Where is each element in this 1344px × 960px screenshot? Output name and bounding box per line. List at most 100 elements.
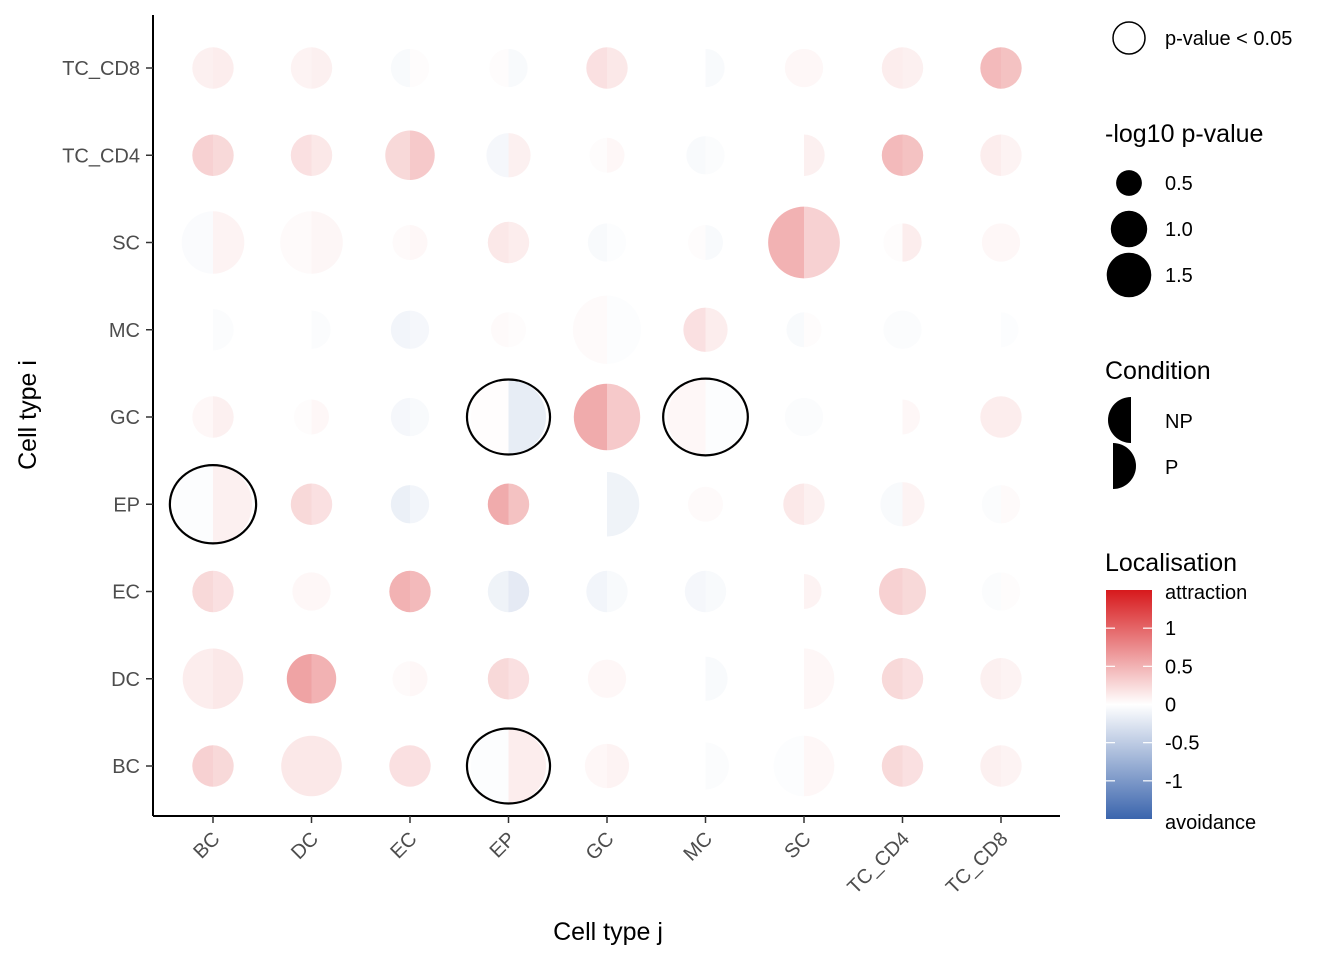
half-np	[487, 570, 509, 613]
half-p	[804, 397, 824, 437]
bubble-EC-MC	[684, 570, 727, 613]
half-np	[881, 658, 903, 700]
half-np	[883, 223, 903, 262]
significance-ring	[465, 378, 552, 456]
half-p	[1001, 223, 1021, 262]
half-np	[587, 223, 607, 262]
half-p	[410, 130, 435, 180]
half-np	[768, 206, 804, 279]
bubble-EP-EP	[487, 483, 530, 525]
bubble-MC-MC	[683, 307, 728, 352]
bubble-TC_CD8-TC_CD4	[881, 47, 924, 89]
half-p	[508, 570, 530, 613]
bubble-EC-EC	[389, 570, 431, 613]
half-np	[980, 658, 1001, 700]
bubble-EC-DC	[292, 572, 331, 611]
half-p	[705, 742, 729, 790]
y-tick-label-TC_CD8: TC_CD8	[62, 58, 140, 80]
half-p	[410, 570, 431, 613]
half-np	[686, 136, 706, 175]
bubble-BC-TC_CD4	[881, 745, 924, 787]
half-np	[292, 572, 312, 611]
x-tick-label-MC: MC	[679, 828, 717, 866]
half-p	[607, 137, 625, 173]
half-np	[390, 310, 410, 349]
half-p	[902, 399, 920, 435]
bubble-SC-EC	[392, 225, 428, 260]
significance-ring	[168, 464, 258, 545]
legend-size-title: -log10 p-value	[1105, 120, 1263, 148]
half-p	[213, 47, 234, 89]
bubble-TC_CD4-TC_CD4	[881, 134, 924, 176]
half-np	[880, 482, 903, 527]
legend-condition-np-label: NP	[1165, 411, 1193, 433]
half-np	[192, 47, 213, 89]
half-np	[883, 310, 903, 349]
bubble-GC-EP	[465, 378, 552, 456]
half-np	[688, 486, 706, 522]
half-p	[213, 570, 234, 613]
legend-color-tick-label: 1	[1165, 618, 1176, 640]
bubble-SC-DC	[280, 211, 343, 274]
half-np	[573, 383, 607, 451]
half-p	[508, 221, 530, 264]
legend-sig-circle	[1112, 21, 1146, 55]
half-p	[607, 570, 628, 613]
half-np	[281, 735, 312, 797]
half-np	[881, 134, 903, 176]
half-np	[586, 47, 607, 89]
half-p	[1001, 396, 1022, 438]
half-p	[804, 312, 822, 348]
half-np	[487, 483, 509, 525]
legend-size-dot-1.0	[1110, 210, 1148, 248]
bubble-GC-TC_CD8	[980, 396, 1022, 438]
half-p	[410, 310, 430, 349]
bubble-SC-SC	[768, 206, 840, 279]
half-np	[487, 658, 509, 700]
bubble-DC-TC_CD8	[980, 658, 1022, 700]
x-tick-label-TC_CD8: TC_CD8	[942, 828, 1013, 899]
half-p	[607, 223, 627, 262]
bubble-GC-MC	[662, 377, 749, 457]
y-axis-title: Cell type i	[14, 360, 42, 470]
half-p	[705, 656, 728, 701]
half-np	[181, 211, 213, 274]
legend-color-tick-label: -0.5	[1165, 733, 1199, 755]
legend: p-value < 0.05 -log10 p-value 0.5 1.0 1.…	[1105, 21, 1292, 834]
half-p	[607, 295, 642, 364]
x-ticks: BC DC EC EP GC MC SC TC_CD4 TC_CD8	[189, 816, 1013, 899]
bubble-GC-SC	[784, 397, 824, 437]
half-np	[881, 745, 903, 787]
bubble-EC-EP	[487, 570, 530, 613]
half-p	[902, 310, 922, 349]
half-np	[389, 570, 410, 613]
bubble-DC-GC	[587, 659, 627, 698]
half-p	[213, 211, 245, 274]
half-np	[182, 648, 213, 710]
half-p	[311, 47, 333, 89]
bubble-TC_CD8-GC	[586, 47, 628, 89]
bubble-SC-TC_CD4	[883, 223, 922, 262]
half-np	[290, 47, 312, 89]
half-p	[705, 225, 723, 260]
bubble-TC_CD8-MC	[705, 48, 725, 88]
half-np	[783, 483, 804, 525]
half-p	[213, 134, 234, 176]
half-np	[385, 130, 410, 180]
half-p	[410, 397, 430, 437]
bubble-EC-SC	[804, 574, 822, 609]
half-np	[192, 570, 213, 613]
half-np	[173, 465, 213, 544]
half-p	[1001, 134, 1022, 176]
half-np	[390, 397, 410, 437]
x-tick-label-EP: EP	[486, 828, 520, 862]
significance-ring	[465, 727, 552, 805]
y-tick-label-EP: EP	[113, 494, 140, 516]
half-np	[688, 225, 706, 260]
half-p	[1001, 658, 1022, 700]
half-p	[902, 134, 924, 176]
half-np	[980, 396, 1001, 438]
legend-condition-p-half	[1113, 443, 1136, 489]
half-p	[902, 223, 922, 262]
bubble-TC_CD8-TC_CD8	[980, 47, 1022, 89]
